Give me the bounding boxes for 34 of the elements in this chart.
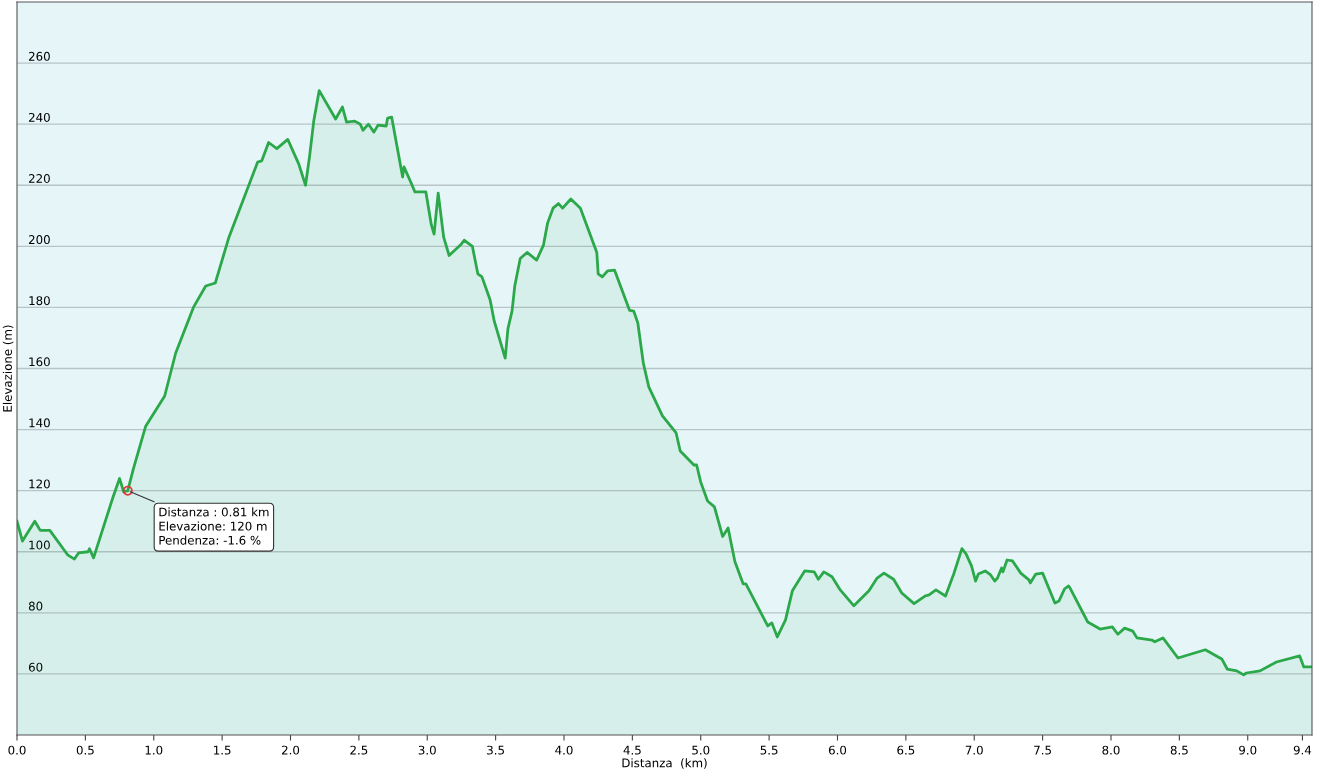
x-tick-label: 5.0 — [692, 745, 710, 755]
y-tick-label: 160 — [29, 357, 50, 367]
y-axis-title: Elevazione (m) — [2, 325, 14, 412]
x-tick-label: 8.5 — [1170, 745, 1188, 755]
x-tick-label: 0.5 — [76, 745, 94, 755]
y-tick-label: 220 — [28, 174, 50, 183]
y-tick-label: 80 — [28, 601, 43, 611]
x-tick-label: 9.0 — [1239, 745, 1257, 755]
y-tick-label: 120 — [29, 479, 50, 489]
x-tick-label: 4.0 — [555, 745, 573, 755]
x-tick-label: 4.5 — [623, 745, 641, 755]
y-tick-label: 100 — [29, 540, 50, 550]
y-tick-label: 240 — [28, 112, 50, 122]
x-tick-label: 3.0 — [418, 745, 436, 755]
x-tick-label: 7.0 — [965, 745, 983, 755]
x-tick-label: 6.5 — [897, 745, 915, 755]
x-tick-label: 2.5 — [350, 745, 368, 755]
y-tick-label: 200 — [28, 235, 50, 245]
x-tick-label: 9.4 — [1293, 745, 1312, 755]
x-tick-label: 2.0 — [281, 745, 300, 755]
x-tick-label: 0.0 — [8, 745, 26, 755]
y-tick-label: 140 — [29, 418, 50, 428]
annotation: Distanza : 0.81 km Elevazione: 120 m Pendenza: -1.6 % — [159, 507, 269, 545]
x-tick-label: 8.0 — [1102, 745, 1120, 755]
x-tick-label: 1.5 — [214, 745, 231, 755]
x-axis-title: Distanza (km) — [622, 758, 707, 769]
x-tick-label: 3.5 — [487, 745, 504, 755]
y-tick-label: 180 — [29, 296, 50, 306]
x-tick-label: 6.0 — [828, 745, 847, 755]
y-tick-label: 260 — [28, 51, 50, 61]
x-tick-label: 5.5 — [760, 745, 778, 755]
y-tick-label: 60 — [28, 662, 43, 672]
x-tick-label: 1.0 — [145, 745, 163, 755]
x-tick-label: 7.5 — [1034, 745, 1051, 755]
